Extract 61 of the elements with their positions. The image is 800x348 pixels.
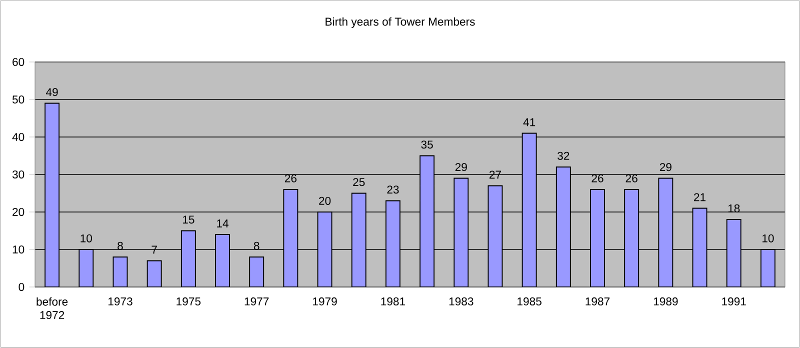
bar bbox=[44, 102, 60, 287]
bar bbox=[454, 178, 469, 287]
data-label: 10 bbox=[80, 234, 92, 242]
bar bbox=[488, 185, 503, 287]
data-label: 18 bbox=[728, 204, 740, 212]
data-label: 29 bbox=[455, 163, 467, 172]
y-tick-label: 20 bbox=[12, 208, 24, 216]
x-tick-label: 1987 bbox=[586, 297, 610, 306]
bar bbox=[692, 208, 708, 287]
x-tick-label: 1985 bbox=[518, 297, 542, 306]
x-tick-label: before 1972 bbox=[36, 297, 68, 320]
chart-title: Birth years of Tower Members bbox=[326, 17, 475, 28]
data-label: 26 bbox=[626, 174, 638, 182]
bar bbox=[317, 212, 332, 287]
data-label: 41 bbox=[523, 118, 536, 126]
data-label: 25 bbox=[353, 178, 365, 186]
x-tick-label: 1983 bbox=[449, 297, 474, 306]
data-label: 20 bbox=[319, 196, 331, 205]
bar bbox=[624, 189, 640, 287]
bar bbox=[146, 260, 162, 287]
x-tick-label: 1979 bbox=[313, 297, 337, 306]
bar bbox=[180, 230, 196, 287]
bar bbox=[726, 219, 742, 287]
data-label: 35 bbox=[421, 140, 433, 149]
y-tick-label: 40 bbox=[12, 132, 24, 141]
bar bbox=[658, 178, 674, 287]
bar bbox=[385, 200, 400, 287]
data-label: 21 bbox=[694, 193, 706, 202]
bar bbox=[112, 256, 128, 287]
data-label: 15 bbox=[182, 216, 194, 224]
bar bbox=[420, 155, 435, 287]
y-tick-label: 10 bbox=[12, 245, 24, 254]
bar bbox=[522, 132, 537, 287]
data-label: 23 bbox=[387, 186, 399, 194]
y-tick-label: 50 bbox=[12, 95, 24, 104]
data-label: 14 bbox=[217, 220, 228, 228]
x-tick-label: 1989 bbox=[654, 297, 678, 306]
bar bbox=[351, 192, 366, 287]
bar bbox=[590, 189, 605, 287]
data-label: 8 bbox=[254, 242, 260, 250]
x-tick-label: 1975 bbox=[176, 297, 201, 306]
data-label: 8 bbox=[118, 242, 123, 250]
x-tick-label: 1981 bbox=[381, 297, 406, 306]
bar bbox=[556, 166, 571, 287]
bar bbox=[215, 234, 230, 287]
x-tick-label: 1973 bbox=[108, 297, 132, 306]
y-tick-label: 60 bbox=[12, 58, 24, 66]
data-label: 26 bbox=[284, 174, 296, 182]
data-label: 49 bbox=[46, 88, 58, 96]
x-tick-label: 1991 bbox=[722, 297, 746, 306]
bar bbox=[249, 256, 264, 287]
data-label: 29 bbox=[660, 163, 672, 172]
data-label: 26 bbox=[592, 174, 604, 182]
y-tick-label: 30 bbox=[12, 170, 24, 178]
x-tick-label: 1977 bbox=[244, 297, 269, 306]
bar bbox=[760, 249, 776, 287]
bar bbox=[283, 189, 298, 287]
data-label: 32 bbox=[558, 152, 570, 160]
bar bbox=[78, 249, 94, 287]
y-tick-label: 0 bbox=[18, 282, 24, 291]
data-label: 10 bbox=[762, 234, 774, 242]
